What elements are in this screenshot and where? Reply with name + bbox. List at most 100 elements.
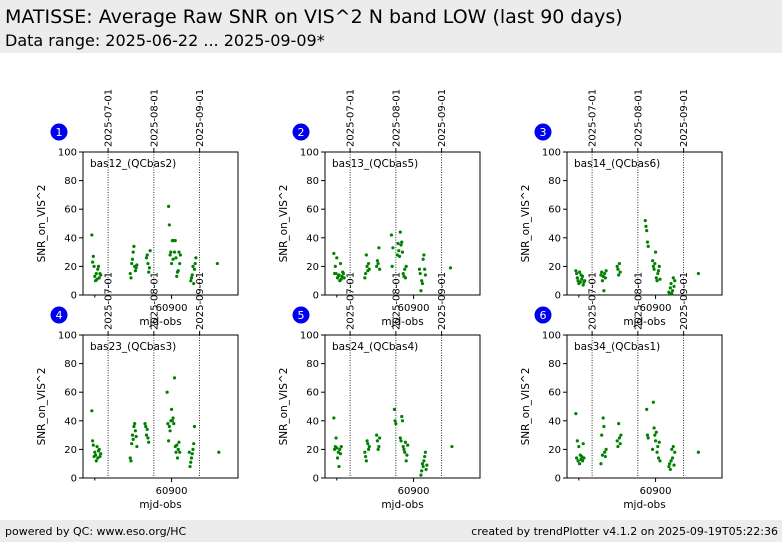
data-point [653, 261, 657, 266]
data-point [168, 429, 172, 433]
date-marker-label: 2025-07-01 [588, 272, 599, 330]
data-point [174, 450, 178, 454]
data-point [334, 436, 338, 440]
data-point [170, 419, 174, 423]
data-point [601, 416, 605, 420]
data-point [577, 270, 582, 274]
y-axis-label: SNR_on_VIS^2 [520, 368, 532, 446]
y-tick-label: 40 [306, 233, 319, 244]
data-point [187, 450, 191, 454]
panel-number: 3 [540, 126, 547, 139]
data-point [176, 447, 180, 451]
data-point [378, 267, 382, 271]
data-point [338, 261, 343, 266]
panel-label: bas13_(QCbas5) [332, 158, 418, 170]
x-axis-label: mjd-obs [381, 316, 423, 328]
data-point [130, 433, 135, 437]
date-marker-label: 2025-08-01 [149, 89, 160, 147]
data-point [619, 433, 623, 437]
y-tick-label: 60 [64, 388, 77, 399]
data-point [600, 279, 605, 283]
data-point [580, 459, 585, 463]
data-point [403, 450, 407, 454]
data-point [423, 267, 427, 271]
data-point [130, 261, 134, 266]
x-tick-label: 60900 [156, 303, 188, 314]
data-point [177, 250, 181, 254]
data-point [189, 276, 194, 280]
data-point [603, 450, 607, 454]
data-point [398, 230, 402, 234]
data-point [335, 446, 339, 450]
data-point [93, 274, 97, 279]
date-marker-label: 2025-08-01 [391, 89, 402, 147]
panel-label: bas12_(QCbas2) [90, 158, 176, 170]
data-point [147, 440, 151, 444]
data-point [175, 274, 179, 279]
data-point [166, 422, 170, 426]
data-point [147, 270, 151, 274]
data-point [94, 459, 98, 463]
date-marker-label: 2025-07-01 [346, 272, 357, 330]
y-tick-label: 80 [64, 176, 77, 187]
data-point [673, 450, 677, 454]
data-point [190, 452, 194, 456]
data-point [93, 453, 98, 457]
panel-number-badge [50, 123, 68, 141]
data-point [192, 442, 196, 446]
data-point [600, 453, 605, 457]
data-point [394, 422, 398, 426]
data-point [215, 261, 219, 266]
data-point [169, 250, 173, 254]
data-point [375, 264, 379, 268]
data-point [672, 463, 676, 467]
data-point [375, 439, 380, 443]
date-marker-label: 2025-07-01 [104, 89, 115, 147]
data-point [577, 444, 581, 449]
y-tick-label: 60 [306, 205, 319, 216]
plot-frame [566, 334, 723, 479]
data-point [602, 424, 606, 429]
data-point [169, 261, 174, 266]
data-point [377, 246, 381, 250]
data-point [172, 422, 176, 426]
data-point [167, 223, 171, 227]
data-point [94, 271, 98, 276]
y-tick-label: 20 [306, 262, 319, 273]
data-point [669, 459, 673, 463]
data-point [403, 440, 408, 444]
data-point [580, 277, 584, 281]
data-point [654, 276, 658, 280]
data-point [396, 241, 400, 246]
data-point [178, 261, 182, 266]
data-point [192, 267, 197, 271]
data-point [97, 447, 101, 451]
data-point [420, 279, 424, 283]
data-point [367, 444, 371, 449]
data-point [378, 436, 382, 440]
data-point [91, 254, 95, 258]
data-point [143, 422, 147, 426]
data-point [673, 279, 677, 283]
date-marker-label: 2025-07-01 [346, 89, 357, 147]
data-point [363, 276, 367, 280]
y-tick-label: 100 [300, 331, 319, 342]
data-point [653, 439, 658, 443]
data-point [403, 276, 408, 280]
panel-number-badge [292, 123, 310, 141]
page-title: MATISSE: Average Raw SNR on VIS^2 N band… [5, 6, 623, 28]
data-point [133, 429, 138, 433]
data-point [332, 416, 336, 420]
y-tick-label: 80 [306, 359, 319, 370]
panel-number-badge [534, 306, 552, 324]
y-tick-label: 20 [64, 445, 77, 456]
data-point [656, 271, 660, 276]
data-point [168, 253, 172, 257]
data-point [134, 434, 138, 439]
panel-number: 4 [56, 309, 63, 322]
y-tick-label: 80 [548, 359, 561, 370]
data-point [335, 456, 340, 460]
data-point [653, 250, 658, 254]
